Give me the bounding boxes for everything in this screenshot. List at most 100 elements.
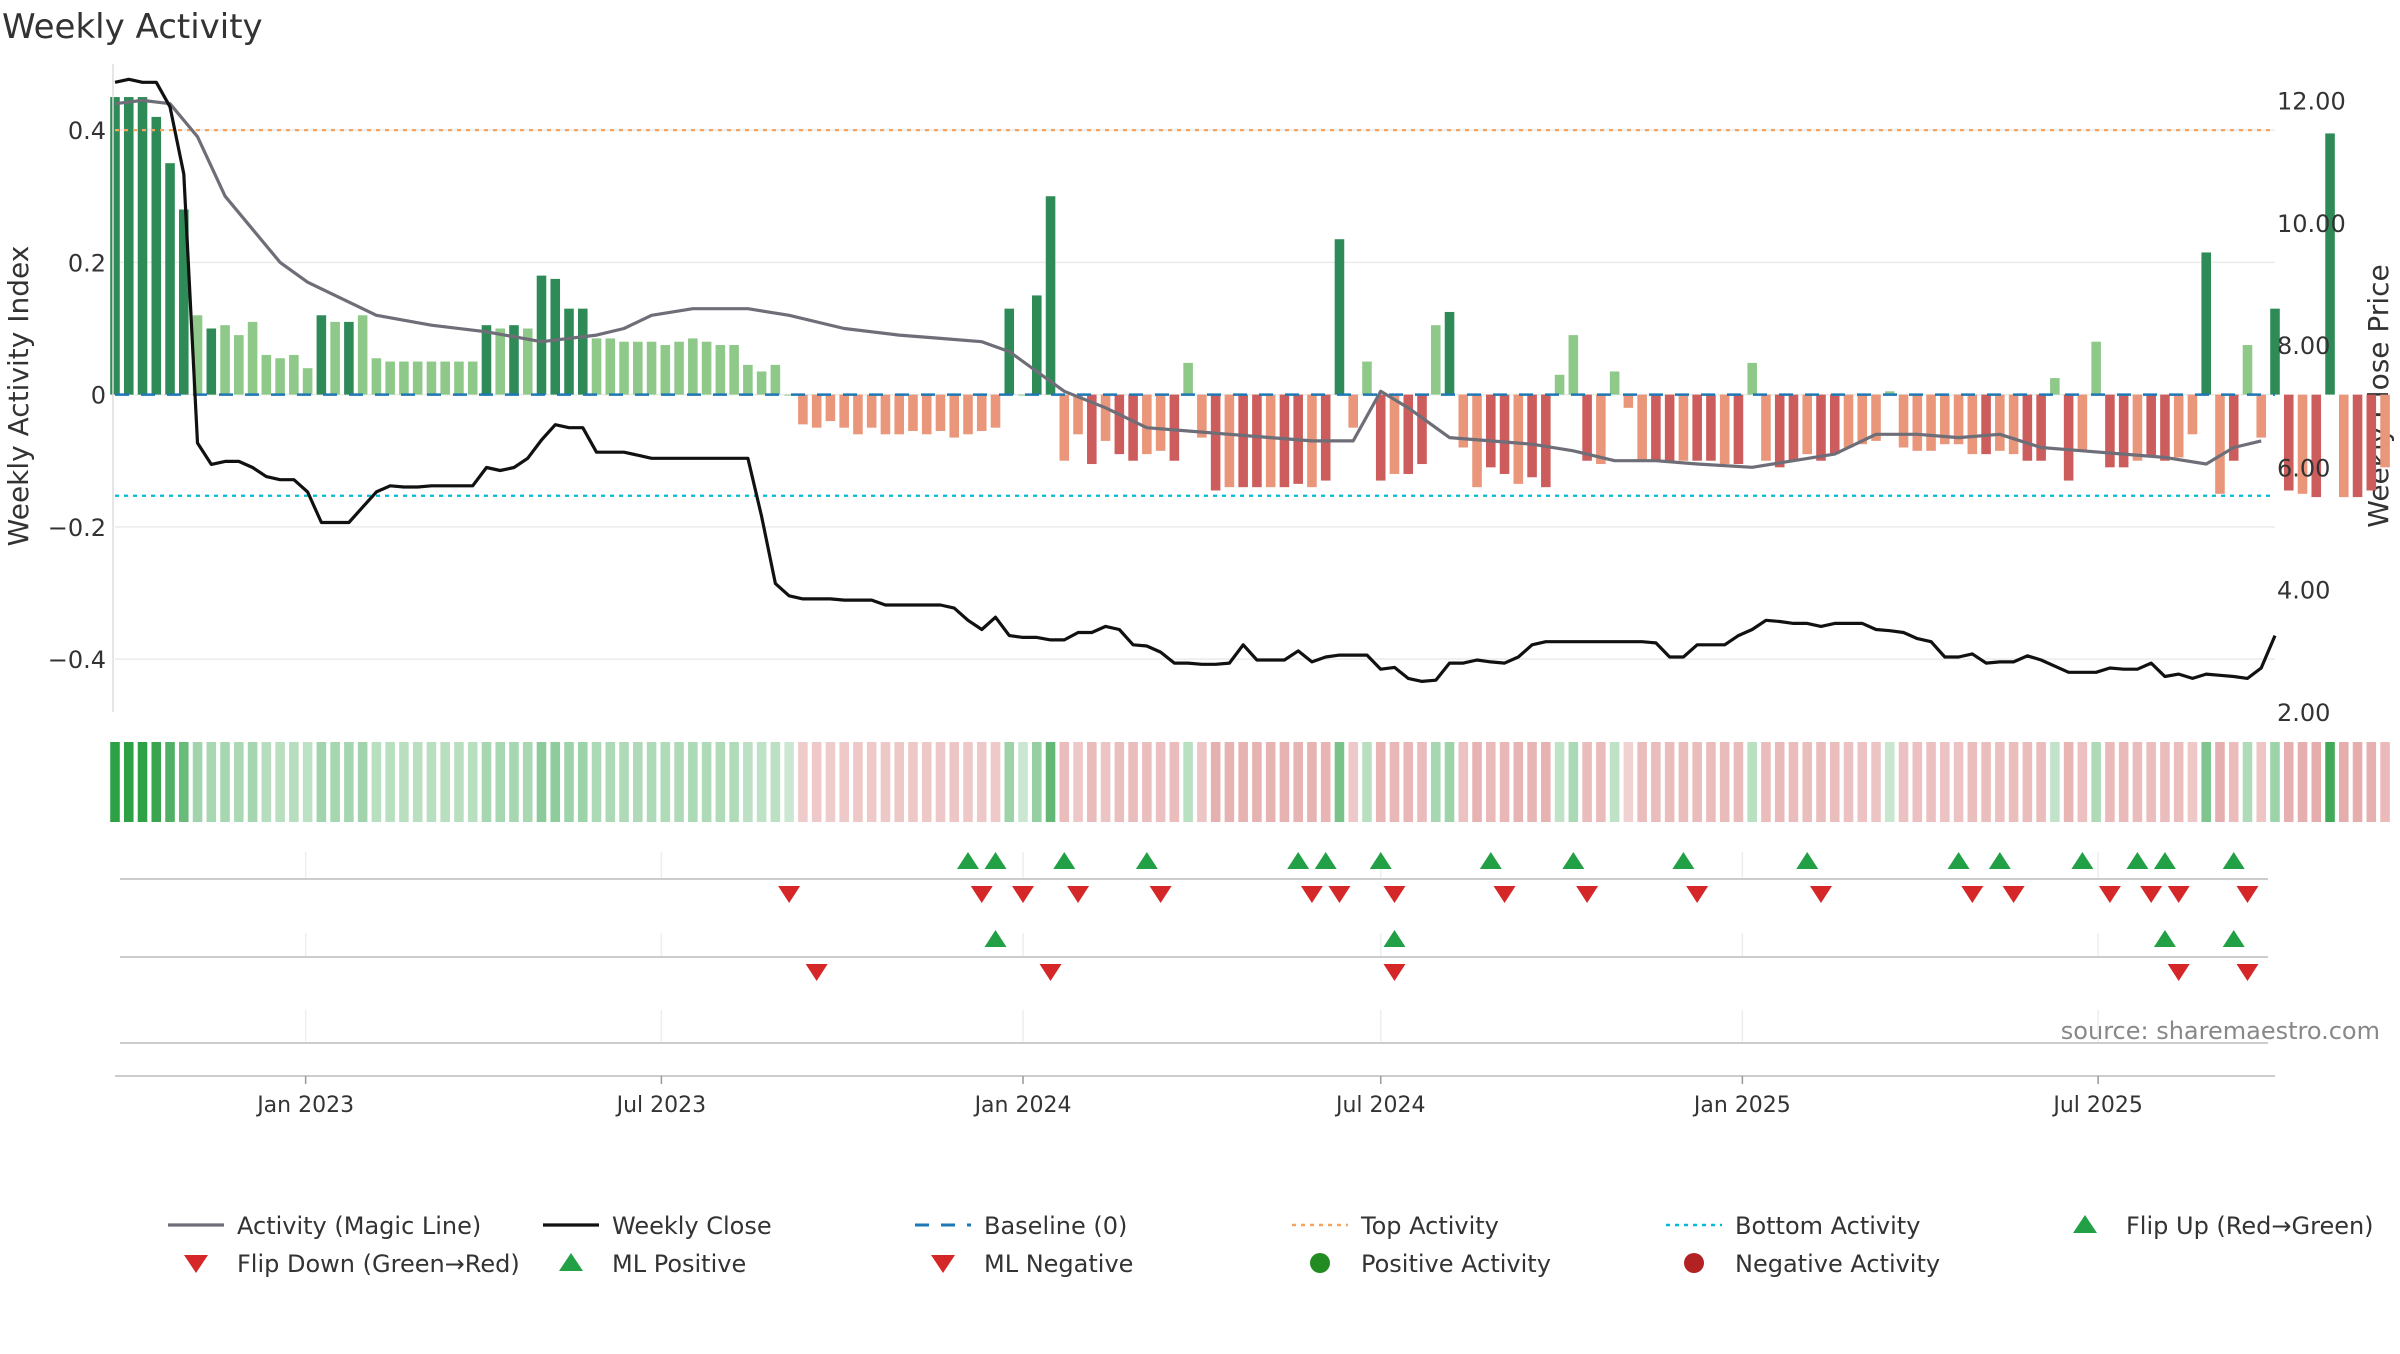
flip-up-marker: [1562, 852, 1585, 869]
activity-bar: [1568, 335, 1579, 395]
flip-up-marker: [984, 852, 1007, 869]
activity-bar: [1719, 394, 1730, 465]
axes: 0.4 0.2 0 −0.2 −0.4 12.00 10.00 8.00 6.00 4.00 2.0…: [48, 64, 2346, 727]
heat-cell: [302, 742, 313, 822]
activity-bar: [2050, 378, 2060, 395]
activity-bar: [2077, 394, 2088, 451]
heat-cell: [577, 742, 588, 822]
heat-cell: [1320, 742, 1331, 822]
activity-bar: [1444, 311, 1455, 395]
activity-bar: [976, 394, 987, 431]
heat-cell: [2146, 742, 2156, 822]
heat-cell: [1128, 742, 1138, 822]
heat-cell: [701, 742, 712, 822]
flip-down-marker: [1686, 886, 1709, 903]
legend-swatch: [184, 1255, 208, 1273]
activity-bar: [1348, 394, 1359, 428]
activity-bar: [729, 345, 739, 395]
heat-cell: [1155, 742, 1166, 822]
activity-bar: [1664, 394, 1675, 461]
activity-bar: [357, 315, 368, 395]
activity-bar: [1761, 394, 1771, 461]
legend-item: ML Positive: [559, 1250, 746, 1278]
heat-cell: [935, 742, 946, 822]
heat-cell: [619, 742, 629, 822]
activity-bar: [853, 394, 863, 435]
heat-cell: [1334, 742, 1345, 822]
heat-cell: [1582, 742, 1592, 822]
heat-cell: [2270, 742, 2280, 822]
heat-cell: [1664, 742, 1675, 822]
activity-bar: [110, 97, 120, 395]
activity-bar: [688, 338, 698, 395]
activity-bar: [1252, 394, 1262, 488]
activity-bar: [1857, 394, 1868, 445]
legend-swatch: [2073, 1215, 2097, 1233]
flip-down-marker: [1383, 886, 1406, 903]
activity-bar: [1403, 394, 1414, 474]
heat-cell: [2325, 742, 2335, 822]
heat-cell: [1678, 742, 1689, 822]
reference-lines: [115, 129, 2275, 497]
heat-cell: [247, 742, 258, 822]
activity-bar: [509, 325, 519, 395]
heat-cell: [633, 742, 643, 822]
activity-bar: [2132, 394, 2143, 461]
activity-bar: [894, 394, 904, 435]
heat-cell: [2050, 742, 2060, 822]
y2-tick-label: 12.00: [2277, 88, 2346, 116]
heat-cell: [467, 742, 478, 822]
activity-bar: [1389, 394, 1400, 474]
activity-bar: [550, 278, 561, 395]
heat-cell: [495, 742, 506, 822]
heat-cell: [2366, 742, 2377, 822]
flip-down-marker: [778, 886, 801, 903]
activity-bar: [123, 97, 134, 395]
activity-bar: [1100, 394, 1111, 441]
activity-bar: [1045, 196, 1056, 395]
heat-cell: [1348, 742, 1359, 822]
activity-bar: [1692, 394, 1702, 461]
heat-cell: [2173, 742, 2184, 822]
activity-bar: [522, 328, 533, 395]
activity-bar: [1912, 394, 1923, 451]
heat-cell: [921, 742, 932, 822]
legend-label: Top Activity: [1360, 1212, 1499, 1240]
heat-cell: [2132, 742, 2143, 822]
flip-up-marker: [2071, 852, 2094, 869]
heat-cell: [1981, 742, 1991, 822]
heat-cell: [412, 742, 423, 822]
heat-cell: [2242, 742, 2253, 822]
heat-cell: [743, 742, 753, 822]
y-tick-label: 0: [91, 382, 106, 410]
activity-bar: [1430, 325, 1441, 395]
flip-up-marker: [1479, 852, 1502, 869]
heat-cell: [123, 742, 134, 822]
heat-cell: [880, 742, 891, 822]
heat-cell: [798, 742, 808, 822]
heat-cell: [1472, 742, 1482, 822]
y2-tick-label: 6.00: [2277, 454, 2330, 482]
heat-cell: [770, 742, 781, 822]
heat-cell: [1816, 742, 1826, 822]
heat-cell: [1486, 742, 1496, 822]
activity-bar: [1527, 394, 1537, 478]
heat-cell: [344, 742, 354, 822]
legend-item: Top Activity: [1292, 1212, 1499, 1240]
activity-bar: [2352, 394, 2363, 498]
heat-cell: [1238, 742, 1248, 822]
heat-cell: [2256, 742, 2267, 822]
heat-cell: [137, 742, 148, 822]
activity-bar: [866, 394, 877, 428]
heat-cell: [2105, 742, 2115, 822]
activity-bar: [536, 275, 547, 395]
source-credit: source: sharemaestro.com: [2061, 1017, 2380, 1045]
activity-bar: [811, 394, 822, 428]
activity-bar: [385, 361, 395, 395]
activity-bar: [1073, 394, 1083, 435]
flip-down-marker: [2140, 886, 2163, 903]
activity-bar: [1953, 394, 1964, 445]
heat-cell: [1926, 742, 1936, 822]
heat-cell: [357, 742, 368, 822]
